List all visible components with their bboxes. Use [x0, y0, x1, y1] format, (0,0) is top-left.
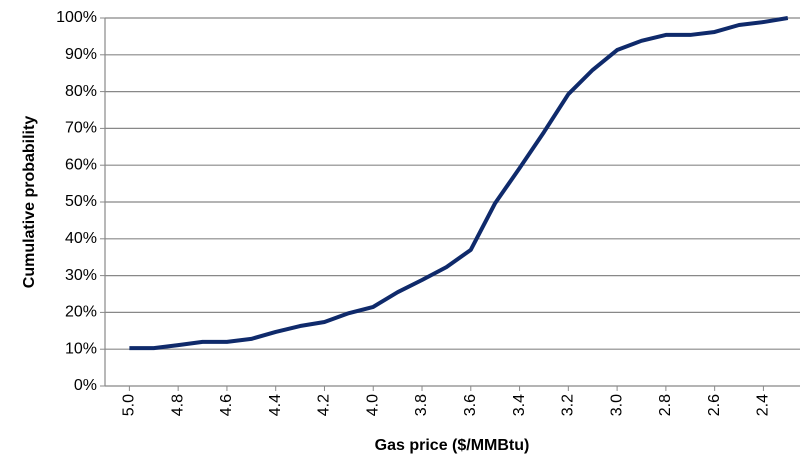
x-tick-label: 4.2	[316, 394, 333, 416]
x-tick-label: 3.2	[560, 394, 577, 416]
y-tick-label: 50%	[65, 193, 97, 210]
y-tick-label: 90%	[65, 46, 97, 63]
y-tick-label: 30%	[65, 267, 97, 284]
x-tick-label: 3.0	[608, 394, 625, 416]
y-tick-label: 20%	[65, 304, 97, 321]
x-tick-label: 3.6	[462, 394, 479, 416]
y-tick-label: 0%	[74, 377, 97, 394]
x-tick-label: 4.0	[364, 394, 381, 416]
x-tick-label: 2.8	[657, 394, 674, 416]
x-axis-title: Gas price ($/MMBtu)	[375, 437, 530, 454]
y-tick-label: 80%	[65, 83, 97, 100]
x-tick-label: 3.8	[413, 394, 430, 416]
x-tick-label: 2.4	[755, 394, 772, 416]
x-tick-label: 4.6	[218, 394, 235, 416]
x-tick-label: 3.4	[511, 394, 528, 416]
y-tick-label: 100%	[56, 9, 97, 26]
y-axis-title: Cumulative probability	[21, 116, 38, 289]
y-tick-label: 60%	[65, 156, 97, 173]
y-tick-label: 70%	[65, 120, 97, 137]
x-tick-label: 4.8	[169, 394, 186, 416]
line	[129, 16, 789, 351]
y-tick-label: 40%	[65, 230, 97, 247]
x-tick-label: 4.4	[267, 394, 284, 416]
y-tick-label: 10%	[65, 340, 97, 357]
x-tick-label: 5.0	[121, 394, 138, 416]
x-tick-label: 2.6	[706, 394, 723, 416]
